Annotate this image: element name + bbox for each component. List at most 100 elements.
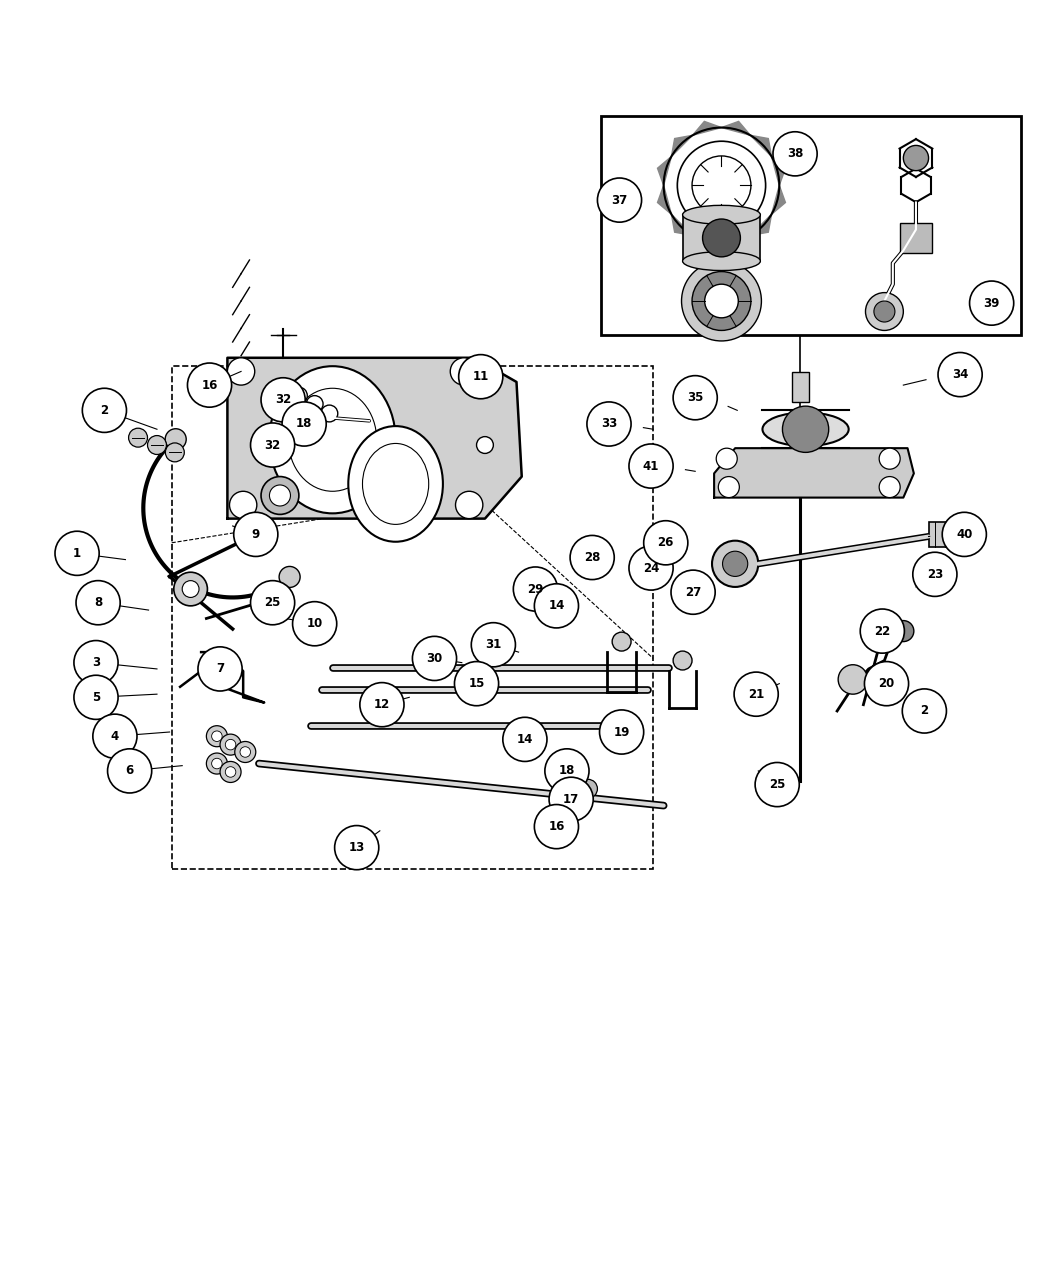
Text: 28: 28 — [584, 551, 601, 564]
Text: 38: 38 — [787, 147, 803, 160]
Polygon shape — [692, 122, 722, 136]
Ellipse shape — [348, 426, 443, 542]
Text: 27: 27 — [685, 586, 701, 599]
Circle shape — [82, 389, 126, 432]
Circle shape — [674, 376, 718, 420]
Bar — [683, 215, 760, 261]
Circle shape — [671, 570, 716, 614]
Circle shape — [458, 354, 503, 399]
Circle shape — [226, 739, 236, 749]
Text: 16: 16 — [548, 820, 565, 833]
Circle shape — [174, 572, 208, 606]
Text: 25: 25 — [265, 596, 280, 609]
Circle shape — [261, 477, 299, 514]
Circle shape — [719, 477, 739, 498]
Circle shape — [198, 647, 242, 691]
Circle shape — [455, 491, 483, 518]
Text: 37: 37 — [611, 193, 627, 207]
Circle shape — [412, 637, 456, 680]
Polygon shape — [671, 215, 692, 235]
Bar — [572, 796, 587, 803]
Circle shape — [705, 284, 738, 317]
Circle shape — [860, 609, 904, 654]
Circle shape — [692, 156, 750, 215]
Circle shape — [612, 632, 631, 651]
Circle shape — [182, 581, 199, 597]
Circle shape — [682, 261, 761, 341]
Circle shape — [723, 551, 747, 577]
Text: 9: 9 — [252, 528, 260, 541]
Text: 40: 40 — [956, 528, 973, 541]
Circle shape — [279, 567, 300, 587]
Circle shape — [629, 444, 674, 489]
Circle shape — [903, 146, 929, 170]
Circle shape — [534, 583, 579, 628]
Circle shape — [598, 178, 642, 223]
Circle shape — [359, 683, 404, 726]
Circle shape — [165, 428, 187, 450]
Circle shape — [545, 748, 589, 793]
Circle shape — [148, 436, 167, 454]
Circle shape — [755, 762, 799, 807]
Circle shape — [879, 448, 900, 469]
Circle shape — [207, 753, 228, 774]
Text: 16: 16 — [201, 379, 218, 391]
Text: 35: 35 — [687, 391, 703, 404]
Ellipse shape — [683, 206, 760, 224]
Text: 34: 34 — [952, 368, 969, 381]
Circle shape — [773, 132, 817, 177]
Circle shape — [76, 581, 120, 624]
Circle shape — [579, 779, 598, 798]
Circle shape — [902, 689, 946, 733]
Text: 24: 24 — [643, 561, 659, 574]
Circle shape — [942, 513, 987, 556]
Circle shape — [93, 714, 137, 758]
Bar — [929, 522, 979, 547]
Circle shape — [629, 546, 674, 590]
Bar — [172, 366, 653, 868]
Circle shape — [282, 402, 327, 446]
Bar — [557, 790, 571, 797]
Text: 1: 1 — [73, 547, 81, 560]
Polygon shape — [658, 185, 671, 215]
Circle shape — [230, 491, 257, 518]
Circle shape — [570, 536, 614, 579]
Circle shape — [74, 641, 118, 684]
Circle shape — [234, 513, 278, 556]
Circle shape — [188, 363, 232, 407]
Text: 23: 23 — [926, 568, 943, 581]
Circle shape — [251, 423, 295, 467]
Circle shape — [600, 710, 644, 755]
Text: 12: 12 — [374, 698, 390, 711]
Text: 22: 22 — [874, 624, 891, 638]
Polygon shape — [228, 358, 522, 518]
Circle shape — [220, 734, 241, 755]
Polygon shape — [750, 215, 772, 235]
Polygon shape — [715, 448, 914, 498]
Circle shape — [240, 747, 251, 757]
Polygon shape — [722, 122, 750, 136]
Bar — [900, 224, 932, 253]
Circle shape — [74, 675, 118, 719]
Circle shape — [212, 732, 222, 742]
Text: 15: 15 — [468, 677, 485, 691]
Text: 18: 18 — [559, 765, 575, 778]
Bar — [601, 116, 1021, 335]
Ellipse shape — [762, 412, 848, 446]
Circle shape — [235, 742, 256, 762]
Text: 41: 41 — [643, 459, 659, 472]
Text: 18: 18 — [296, 417, 312, 431]
Ellipse shape — [270, 366, 395, 513]
Circle shape — [865, 293, 903, 330]
Circle shape — [692, 271, 750, 330]
Text: 10: 10 — [307, 618, 323, 631]
Text: 31: 31 — [485, 638, 502, 651]
Text: 21: 21 — [748, 688, 764, 701]
Bar — [792, 372, 808, 402]
Polygon shape — [722, 235, 750, 249]
Circle shape — [564, 769, 583, 788]
Circle shape — [503, 718, 547, 761]
Text: 5: 5 — [92, 691, 100, 703]
Text: 26: 26 — [658, 536, 674, 549]
Circle shape — [864, 661, 909, 706]
